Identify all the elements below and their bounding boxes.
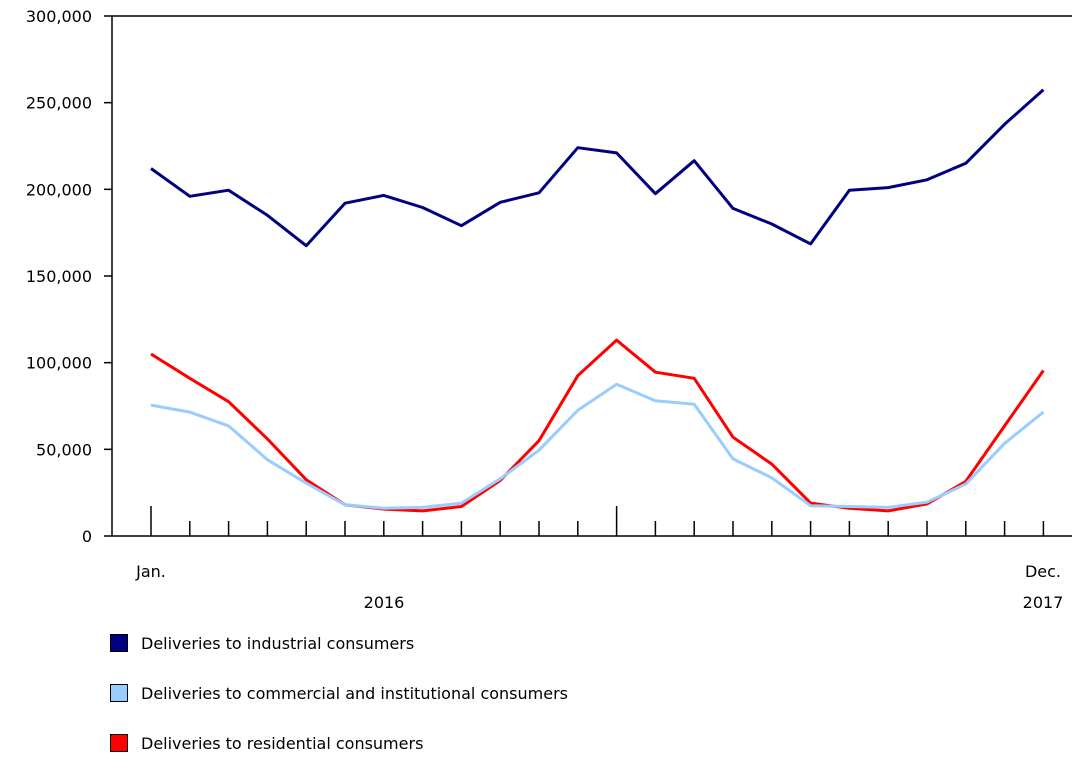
y-tick-label: 0 — [82, 527, 92, 546]
y-tick-label: 150,000 — [26, 267, 92, 286]
y-tick-label: 100,000 — [26, 354, 92, 373]
legend-label-commercial: Deliveries to commercial and institution… — [141, 683, 568, 703]
legend-swatch-commercial — [110, 684, 128, 702]
x-tick-label-last-month: Dec. — [1025, 562, 1061, 581]
legend-item-industrial: Deliveries to industrial consumers — [110, 633, 568, 653]
series-lines — [150, 88, 1045, 513]
series-line-deliveries-to-commercial-and-institutional-consumers — [150, 382, 1045, 510]
legend-swatch-industrial — [110, 634, 128, 652]
legend-item-commercial: Deliveries to commercial and institution… — [110, 683, 568, 703]
legend-label-industrial: Deliveries to industrial consumers — [141, 633, 415, 653]
y-tick-label: 250,000 — [26, 94, 92, 113]
x-tick-label-first-year: 2016 — [364, 593, 405, 612]
y-axis: 0 50,000 100,000 150,000 200,000 250,000 300,0… — [26, 7, 1072, 546]
y-tick-label: 50,000 — [36, 440, 92, 459]
x-tick-label-last-year: 2017 — [1023, 593, 1064, 612]
series-line-deliveries-to-industrial-consumers — [150, 88, 1045, 248]
y-tick-label: 300,000 — [26, 7, 92, 26]
legend: Deliveries to industrial consumers Deliv… — [110, 633, 568, 783]
x-tick-label-first-month: Jan. — [135, 562, 166, 581]
legend-label-residential: Deliveries to residential consumers — [141, 733, 424, 753]
legend-swatch-residential — [110, 734, 128, 752]
legend-item-residential: Deliveries to residential consumers — [110, 733, 568, 753]
line-chart: 0 50,000 100,000 150,000 200,000 250,000 300,0… — [26, 7, 1072, 612]
y-tick-label: 200,000 — [26, 180, 92, 199]
series-line-deliveries-to-residential-consumers — [150, 338, 1045, 513]
x-axis — [112, 506, 1072, 537]
